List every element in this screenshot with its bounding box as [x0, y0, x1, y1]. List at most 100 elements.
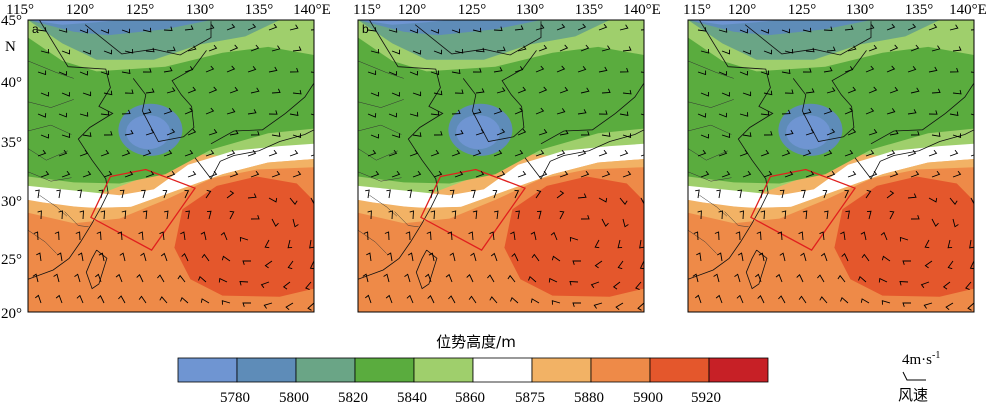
wind-barb: [493, 26, 503, 31]
wind-barb: [385, 294, 393, 304]
wind-barb: [696, 252, 702, 262]
wind-barb: [58, 28, 68, 33]
wind-barb: [200, 231, 207, 241]
wind-barb: [763, 49, 773, 55]
wind-barb: [805, 88, 815, 94]
wind-barb: [781, 28, 791, 34]
wind-barb: [82, 50, 92, 55]
wind-barb: [910, 170, 920, 178]
wind-barb: [433, 90, 443, 96]
wind-barb: [103, 170, 113, 178]
wind-barb: [784, 170, 794, 178]
wind-barb: [514, 107, 524, 115]
wind-barb: [760, 70, 770, 76]
wind-barb: [556, 23, 566, 31]
wind-barb: [145, 47, 155, 53]
province-boundary: [39, 194, 68, 217]
lon-labels-c: 115° 120° 125° 130° 135° 140°E: [683, 2, 987, 18]
wind-barb: [82, 132, 92, 137]
wind-barb: [187, 45, 197, 52]
wind-barb: [54, 231, 60, 241]
wind-barb: [370, 91, 380, 97]
wind-barb: [823, 26, 833, 31]
lon-tick-label: 140°E: [623, 2, 661, 18]
wind-barb: [96, 231, 102, 241]
wind-barb: [124, 89, 134, 94]
lon-tick-label: 130°: [186, 2, 215, 18]
wind-barb: [287, 239, 293, 249]
wind-barb: [239, 281, 249, 286]
wind-barb: [802, 210, 808, 220]
wind-barb: [739, 70, 749, 76]
lon-tick-label: 120°: [66, 2, 95, 18]
wind-barb: [718, 149, 728, 157]
province-boundary: [28, 124, 72, 135]
wind-barb: [907, 109, 917, 115]
wind-barb: [760, 210, 766, 220]
wind-barb: [798, 295, 807, 304]
wind-barb: [556, 149, 566, 157]
wind-barb: [184, 66, 194, 73]
wind-barb: [577, 193, 587, 199]
wind-barb: [889, 210, 895, 220]
wind-barb: [920, 281, 930, 289]
wind-barb: [118, 295, 126, 304]
wind-barb: [496, 87, 506, 94]
wind-barb: [247, 193, 257, 199]
wind-barb: [824, 210, 829, 220]
wind-key-value: 4m·s-1: [902, 350, 940, 368]
wind-barb: [449, 252, 456, 262]
wind-barb: [221, 300, 231, 305]
wind-barb: [205, 107, 215, 115]
province-boundary: [688, 229, 717, 254]
wind-barb: [889, 129, 899, 136]
wind-barb: [32, 273, 39, 283]
wind-barb: [226, 23, 236, 31]
wind-barb: [928, 197, 938, 203]
wind-barb: [598, 110, 608, 115]
wind-barb: [756, 231, 762, 241]
wind-barb: [187, 128, 197, 136]
wind-barb: [163, 66, 173, 73]
wind-barb: [180, 231, 186, 241]
colorbar-swatch: [649, 357, 710, 383]
wind-barb: [619, 197, 628, 205]
wind-barb: [430, 210, 436, 220]
wind-barb: [559, 86, 569, 94]
wind-barb: [229, 86, 239, 94]
province-boundary: [358, 99, 404, 108]
lon-tick-label: 115°: [353, 2, 381, 18]
wind-barb: [391, 170, 401, 178]
wind-barb: [263, 302, 273, 309]
wind-barb: [511, 253, 519, 262]
wind-barb: [559, 210, 565, 220]
wind-barb: [95, 273, 102, 283]
wind-barb: [383, 273, 390, 283]
wind-barb: [159, 296, 168, 304]
wind-barb: [580, 44, 590, 52]
wind-barb: [865, 189, 872, 199]
wind-barb: [409, 28, 419, 34]
wind-barb: [365, 294, 372, 304]
wind-barb: [384, 231, 390, 241]
lon-tick-label: 130°: [516, 2, 545, 18]
coastline: [540, 82, 644, 145]
wind-barb: [952, 46, 962, 52]
wind-barb: [899, 281, 909, 286]
wind-barb: [881, 300, 891, 305]
wind-barb: [515, 210, 520, 220]
wind-barb: [805, 170, 815, 178]
wind-barb: [445, 273, 453, 283]
wind-barb: [77, 252, 84, 262]
wind-barb: [924, 260, 933, 269]
wind-barb: [535, 189, 542, 199]
wind-barb: [100, 149, 110, 157]
wind-barb: [185, 210, 190, 220]
wind-barb: [386, 252, 393, 262]
wind-barb: [40, 91, 50, 97]
wind-barb: [643, 51, 644, 52]
wind-barb: [409, 112, 419, 117]
wind-barb: [313, 51, 314, 52]
wind-barb: [868, 44, 878, 52]
wind-barb: [35, 189, 40, 199]
